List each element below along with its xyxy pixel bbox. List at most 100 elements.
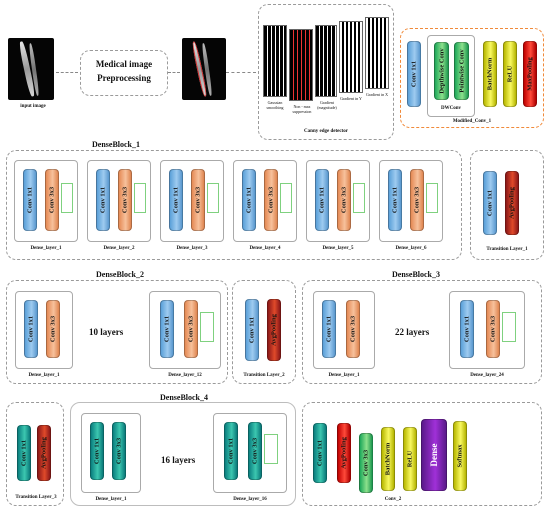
conv2-box: Conv 1x1 AvgPooling Conv 3x3 BatchNorm R… xyxy=(302,402,542,506)
canny-step-gradient-y xyxy=(339,21,363,93)
b1-l1-conv1x1: Conv 1x1 xyxy=(23,169,37,231)
b1-l3-conv3x3: Conv 3x3 xyxy=(191,169,205,231)
b3-l1-conv3x3: Conv 3x3 xyxy=(346,300,360,358)
b2-last-label: Dense_layer_12 xyxy=(168,373,202,378)
b3-count: 22 layers xyxy=(395,327,430,337)
conv2-softmax: Softmax xyxy=(453,421,467,491)
canny-step-gradient-x xyxy=(365,17,389,89)
b3-l24-skip xyxy=(502,312,516,342)
conv2-title: Conv_2 xyxy=(384,497,402,502)
b1-layer-label-4: Dense_layer_4 xyxy=(249,246,281,251)
b2-dense-layer-12: Conv 1x1 Conv 3x3 xyxy=(149,291,221,369)
modified-conv-box: Conv 1x1 Depthwise Conv Pointwise Conv D… xyxy=(400,28,544,128)
b3-l24-conv1x1: Conv 1x1 xyxy=(460,300,474,358)
b1-layer-label-6: Dense_layer_6 xyxy=(395,246,427,251)
b4-l16-conv1x1: Conv 1x1 xyxy=(224,422,238,480)
b3-l24-conv3x3: Conv 3x3 xyxy=(486,300,500,358)
preprocess-box: Medical image Preprocessing xyxy=(80,50,168,96)
mod-maxpool: MaxPooling xyxy=(523,41,537,107)
denseblock4-title: DenseBlock_4 xyxy=(160,393,208,402)
b4-l16-conv3x3: Conv 3x3 xyxy=(248,422,262,480)
conv2-avgpool: AvgPooling xyxy=(337,423,351,483)
denseblock1-box xyxy=(6,150,462,260)
b4-l1-conv1x1: Conv 1x1 xyxy=(90,422,104,480)
depthwise-conv: Depthwise Conv xyxy=(434,42,449,100)
canny-label-gradient-mag: Gradient (magnitude) xyxy=(317,100,337,110)
b1-l2-conv3x3: Conv 3x3 xyxy=(118,169,132,231)
transition2-label: Transition Layer_2 xyxy=(243,373,285,378)
input-image-label: input image xyxy=(20,104,46,109)
b1-l2-conv1x1: Conv 1x1 xyxy=(96,169,110,231)
mod-conv1x1: Conv 1x1 xyxy=(407,41,421,107)
transition1-conv1x1: Conv 1x1 xyxy=(483,171,497,235)
canny-title: Canny edge detector xyxy=(304,129,348,134)
b1-l1-conv3x3: Conv 3x3 xyxy=(45,169,59,231)
b4-l16-skip xyxy=(264,434,278,464)
b1-l4-conv3x3: Conv 3x3 xyxy=(264,169,278,231)
b2-dense-layer-1: Conv 1x1 Conv 3x3 xyxy=(15,291,73,369)
b1-l4-conv1x1: Conv 1x1 xyxy=(242,169,256,231)
transition1-box: Conv 1x1 AvgPooling Transition Layer_1 xyxy=(470,150,544,260)
b4-dense-layer-16: Conv 1x1 Conv 3x3 xyxy=(213,413,287,493)
transition3-box: Conv 1x1 AvgPooling Transition Layer_3 xyxy=(6,402,64,506)
b1-l5-skip xyxy=(353,183,365,213)
b2-count: 10 layers xyxy=(89,327,124,337)
b1-layer-label-3: Dense_layer_3 xyxy=(176,246,208,251)
b1-l3-skip xyxy=(207,183,219,213)
b4-dense-layer-1: Conv 1x1 Conv 3x3 xyxy=(81,413,141,493)
b1-l5-conv1x1: Conv 1x1 xyxy=(315,169,329,231)
transition2-conv1x1: Conv 1x1 xyxy=(245,299,259,361)
denseblock1-title: DenseBlock_1 xyxy=(92,140,140,149)
mod-relu: ReLU xyxy=(503,41,517,107)
b1-dense-layer-2: Conv 1x1 Conv 3x3 xyxy=(87,160,151,242)
canny-step-gaussian xyxy=(263,25,287,97)
arrow-preprocess-output xyxy=(168,72,180,73)
b1-dense-layer-5: Conv 1x1 Conv 3x3 xyxy=(306,160,370,242)
denseblock2-title: DenseBlock_2 xyxy=(96,270,144,279)
b1-l6-skip xyxy=(426,183,438,213)
mod-batchnorm: BatchNorm xyxy=(483,41,497,107)
b2-first-label: Dense_layer_1 xyxy=(28,373,60,378)
transition2-box: Conv 1x1 AvgPooling Transition Layer_2 xyxy=(232,280,296,384)
b1-layer-label-1: Dense_layer_1 xyxy=(30,246,62,251)
b4-last-label: Dense_layer_16 xyxy=(233,497,267,502)
b1-l5-conv3x3: Conv 3x3 xyxy=(337,169,351,231)
canny-label-gradient-y: Gradient in Y xyxy=(340,96,362,101)
modified-conv-title: Modified_Conv_1 xyxy=(452,119,492,124)
dwconv-group: Depthwise Conv Pointwise Conv DWConv xyxy=(427,35,475,117)
b1-l3-conv1x1: Conv 1x1 xyxy=(169,169,183,231)
b3-first-label: Dense_layer_1 xyxy=(328,373,360,378)
arrow-input-preprocess xyxy=(56,72,78,73)
denseblock4-box: Conv 1x1 Conv 3x3 Dense_layer_1 16 layer… xyxy=(70,402,296,506)
b2-l12-skip xyxy=(200,312,214,342)
transition3-conv1x1: Conv 1x1 xyxy=(17,425,31,481)
denseblock3-box: Conv 1x1 Conv 3x3 Dense_layer_1 22 layer… xyxy=(302,280,542,384)
b3-dense-layer-24: Conv 1x1 Conv 3x3 xyxy=(449,291,525,369)
denseblock3-title: DenseBlock_3 xyxy=(392,270,440,279)
conv2-conv3x3: Conv 3x3 xyxy=(359,433,373,493)
conv2-dense: Dense xyxy=(421,419,447,491)
b1-layer-label-2: Dense_layer_2 xyxy=(103,246,135,251)
transition3-avgpool: AvgPooling xyxy=(37,425,51,481)
b1-dense-layer-1: Conv 1x1 Conv 3x3 xyxy=(14,160,78,242)
b1-l4-skip xyxy=(280,183,292,213)
preprocessed-xray-image xyxy=(182,38,226,100)
b1-l1-skip xyxy=(61,183,73,213)
b1-dense-layer-6: Conv 1x1 Conv 3x3 xyxy=(379,160,443,242)
canny-box: Gaussian smoothing Non - max suppression… xyxy=(258,4,394,140)
arrow-to-canny xyxy=(226,72,256,73)
input-xray-image xyxy=(8,38,54,100)
preprocess-title-1: Medical image xyxy=(95,59,153,69)
conv2-conv1x1: Conv 1x1 xyxy=(313,423,327,483)
b1-l6-conv1x1: Conv 1x1 xyxy=(388,169,402,231)
transition3-label: Transition Layer_3 xyxy=(15,495,57,500)
b3-last-label: Dense_layer_24 xyxy=(470,373,504,378)
preprocess-title-2: Preprocessing xyxy=(97,73,151,83)
pointwise-conv: Pointwise Conv xyxy=(454,42,469,100)
b2-l1-conv1x1: Conv 1x1 xyxy=(24,300,38,358)
b2-l12-conv3x3: Conv 3x3 xyxy=(184,300,198,358)
b3-l1-conv1x1: Conv 1x1 xyxy=(322,300,336,358)
canny-step-nonmax xyxy=(289,29,313,101)
canny-label-gaussian: Gaussian smoothing xyxy=(266,100,284,110)
